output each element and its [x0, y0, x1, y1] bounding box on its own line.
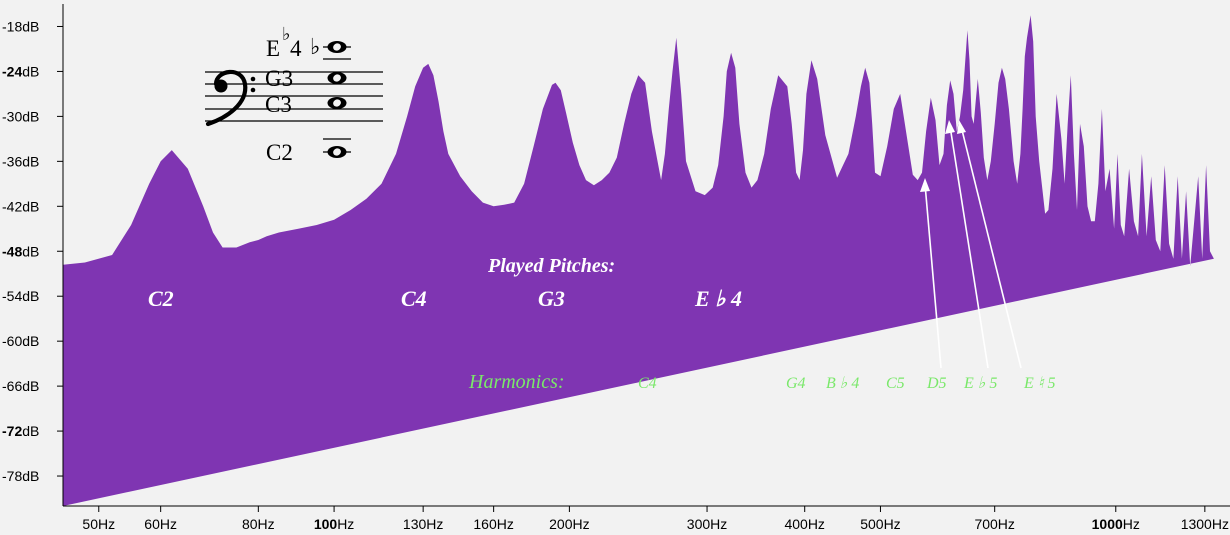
flat-icon: ♭	[310, 34, 320, 59]
x-tick-label: 200Hz	[549, 516, 589, 532]
played-pitch-g3: G3	[538, 286, 565, 311]
harmonic-bb4: B ♭ 4	[826, 375, 859, 392]
y-tick-labels: -18dB -24dB -30dB -36dB -42dB -48dB -54dB -60dB…	[2, 18, 63, 484]
notehead-e4: ♭	[310, 34, 351, 60]
arrow-eb5	[949, 125, 989, 369]
note-label-c2: C2	[266, 140, 293, 165]
x-tick-label: 60Hz	[144, 516, 177, 532]
played-pitch-c2: C2	[148, 286, 174, 311]
y-tick-label: -30dB	[2, 108, 39, 124]
x-tick-label: 80Hz	[242, 516, 275, 532]
arrow-d5	[924, 183, 942, 369]
axis-layer	[62, 4, 1230, 507]
x-tick-label: 500Hz	[860, 516, 900, 532]
x-tick-label: 1000Hz	[1092, 516, 1140, 532]
y-tick-label: -24dB	[2, 63, 39, 79]
played-pitch-c4: C4	[401, 286, 427, 311]
spectrum-area	[63, 15, 1214, 506]
y-tick-label: -42dB	[2, 198, 39, 214]
notehead-c3	[327, 97, 347, 109]
y-tick-label: -78dB	[2, 468, 39, 484]
x-tick-label: 160Hz	[473, 516, 513, 532]
x-tick-label: 100Hz	[314, 516, 354, 532]
x-tick-label: 400Hz	[784, 516, 824, 532]
y-tick-label: -66dB	[2, 378, 39, 394]
note-label-c3: C3	[265, 92, 292, 117]
x-tick-label: 50Hz	[82, 516, 115, 532]
played-pitches-title: Played Pitches:	[487, 255, 615, 277]
x-tick-label: 700Hz	[974, 516, 1014, 532]
notehead-c2	[323, 138, 351, 158]
harmonic-g4: G4	[786, 375, 806, 392]
note-label-e4-letter: E	[266, 36, 280, 61]
harmonics-title: Harmonics:	[468, 371, 565, 393]
y-tick-label: -36dB	[2, 153, 39, 169]
x-tick-labels: 50Hz 60Hz 80Hz 100Hz 130Hz 160Hz 200Hz 300Hz 400…	[82, 506, 1229, 532]
harmonic-en5: E ♮ 5	[1023, 375, 1056, 392]
bass-clef-icon	[205, 69, 256, 127]
harmonic-c4: C4	[638, 375, 657, 392]
harmonic-d5: D5	[926, 375, 947, 392]
y-tick-label: -54dB	[2, 288, 39, 304]
x-tick-label: 130Hz	[403, 516, 443, 532]
harmonic-c5: C5	[886, 375, 905, 392]
note-label-e4-octave: 4	[290, 36, 302, 61]
x-tick-label: 300Hz	[687, 516, 727, 532]
y-tick-label: -60dB	[2, 333, 39, 349]
harmonic-arrows	[920, 120, 1022, 369]
notation-inset: ♭ E ♭ 4 G3 C3 C2	[205, 24, 383, 165]
y-tick-label: -72dB	[2, 423, 39, 439]
played-pitch-eb4: E ♭ 4	[694, 286, 742, 311]
y-tick-label: -18dB	[2, 18, 39, 34]
x-tick-label: 1300Hz	[1181, 516, 1229, 532]
spectrum-area-layer	[63, 15, 1214, 506]
note-label-e4-flat: ♭	[282, 24, 291, 44]
y-tick-label: -48dB	[2, 243, 39, 259]
notehead-g3	[327, 72, 347, 84]
harmonic-eb5: E ♭ 5	[963, 375, 997, 392]
arrow-en5	[960, 125, 1022, 369]
note-label-g3: G3	[265, 66, 293, 91]
